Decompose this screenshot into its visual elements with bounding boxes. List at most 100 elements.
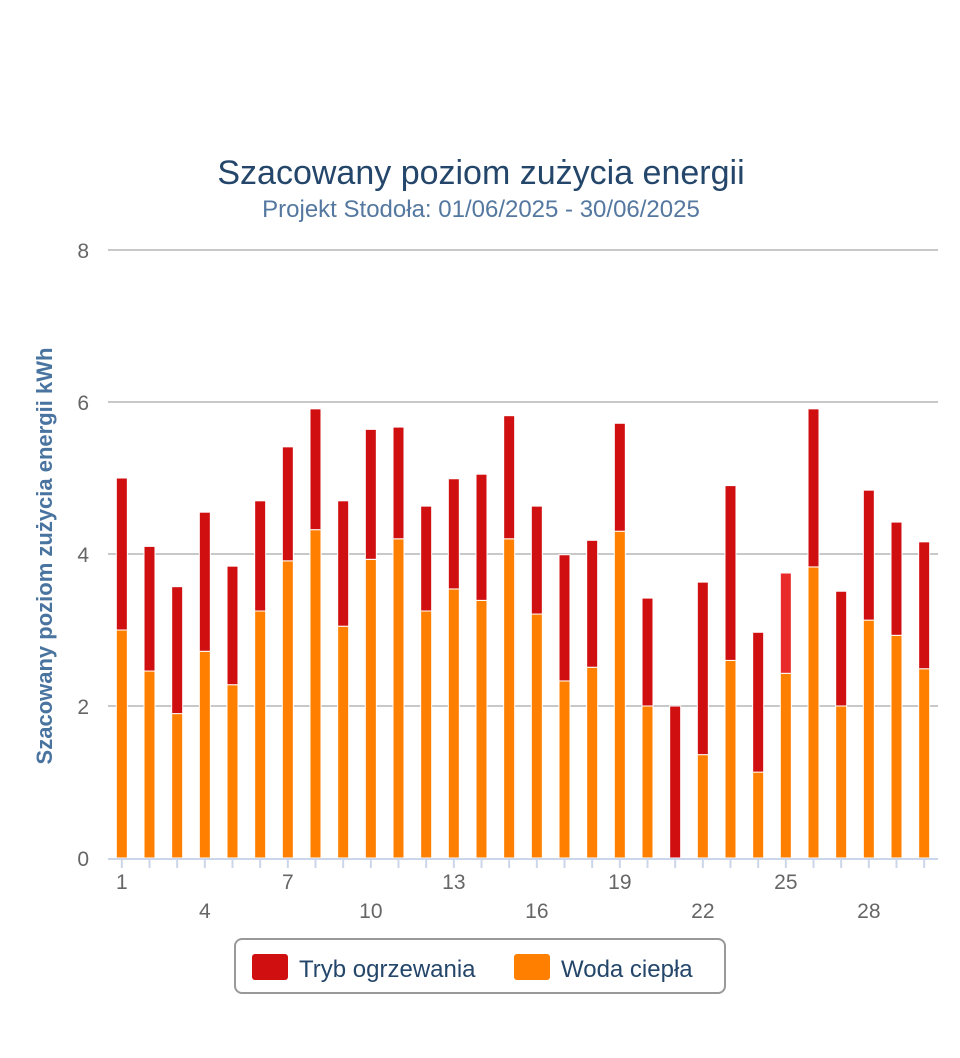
bar-group-day-14[interactable] bbox=[475, 473, 488, 859]
bar-woda-ciepla[interactable] bbox=[115, 629, 128, 859]
bar-woda-ciepla[interactable] bbox=[558, 680, 571, 859]
legend-item-woda-ciepla[interactable]: Woda ciepła bbox=[514, 954, 693, 983]
bar-tryb-ogrzewania[interactable] bbox=[143, 545, 156, 672]
bar-tryb-ogrzewania[interactable] bbox=[364, 428, 377, 560]
bar-group-day-21[interactable] bbox=[669, 705, 682, 859]
bar-woda-ciepla[interactable] bbox=[337, 625, 350, 859]
y-axis-ticks: 0 2 4 6 8 bbox=[77, 240, 89, 871]
bar-woda-ciepla[interactable] bbox=[364, 558, 377, 859]
bar-group-day-23[interactable] bbox=[724, 485, 737, 859]
bar-group-day-15[interactable] bbox=[503, 415, 516, 859]
bar-group-day-16[interactable] bbox=[530, 505, 543, 859]
bar-group-day-9[interactable] bbox=[337, 500, 350, 859]
bar-group-day-4[interactable] bbox=[198, 511, 211, 859]
bar-group-day-18[interactable] bbox=[586, 539, 599, 859]
bar-tryb-ogrzewania[interactable] bbox=[779, 572, 792, 674]
bar-woda-ciepla[interactable] bbox=[586, 666, 599, 859]
bar-tryb-ogrzewania[interactable] bbox=[530, 505, 543, 615]
bar-group-day-11[interactable] bbox=[392, 426, 405, 859]
bar-woda-ciepla[interactable] bbox=[392, 538, 405, 859]
bar-woda-ciepla[interactable] bbox=[475, 599, 488, 859]
bar-woda-ciepla[interactable] bbox=[143, 670, 156, 859]
bar-tryb-ogrzewania[interactable] bbox=[475, 473, 488, 601]
bar-group-day-22[interactable] bbox=[696, 581, 709, 859]
bar-tryb-ogrzewania[interactable] bbox=[447, 478, 460, 590]
bar-group-day-27[interactable] bbox=[835, 590, 848, 859]
bar-woda-ciepla[interactable] bbox=[724, 659, 737, 859]
bar-tryb-ogrzewania[interactable] bbox=[254, 500, 267, 612]
bar-woda-ciepla[interactable] bbox=[752, 771, 765, 859]
bar-group-day-28[interactable] bbox=[862, 489, 875, 859]
legend-label-woda-ciepla: Woda ciepła bbox=[561, 956, 693, 983]
bar-tryb-ogrzewania[interactable] bbox=[115, 477, 128, 631]
bar-tryb-ogrzewania[interactable] bbox=[807, 408, 820, 568]
bar-tryb-ogrzewania[interactable] bbox=[586, 539, 599, 668]
bar-tryb-ogrzewania[interactable] bbox=[281, 446, 294, 562]
bar-tryb-ogrzewania[interactable] bbox=[752, 631, 765, 773]
bar-woda-ciepla[interactable] bbox=[530, 613, 543, 859]
bar-woda-ciepla[interactable] bbox=[420, 610, 433, 859]
bar-woda-ciepla[interactable] bbox=[281, 560, 294, 859]
bar-group-day-30[interactable] bbox=[918, 541, 931, 859]
bar-woda-ciepla[interactable] bbox=[171, 713, 184, 859]
bar-group-day-7[interactable] bbox=[281, 446, 294, 859]
bar-group-day-29[interactable] bbox=[890, 521, 903, 859]
bar-woda-ciepla[interactable] bbox=[613, 530, 626, 859]
bar-tryb-ogrzewania[interactable] bbox=[696, 581, 709, 756]
bar-group-day-24[interactable] bbox=[752, 631, 765, 859]
bar-woda-ciepla[interactable] bbox=[309, 529, 322, 859]
bar-tryb-ogrzewania[interactable] bbox=[918, 541, 931, 670]
bar-woda-ciepla[interactable] bbox=[807, 566, 820, 859]
bar-tryb-ogrzewania[interactable] bbox=[724, 485, 737, 661]
bar-woda-ciepla[interactable] bbox=[254, 610, 267, 859]
bar-tryb-ogrzewania[interactable] bbox=[309, 408, 322, 531]
bar-woda-ciepla[interactable] bbox=[696, 754, 709, 859]
bar-woda-ciepla[interactable] bbox=[918, 668, 931, 859]
bar-tryb-ogrzewania[interactable] bbox=[558, 554, 571, 682]
bar-tryb-ogrzewania[interactable] bbox=[669, 705, 682, 859]
x-tick-label: 19 bbox=[608, 871, 631, 894]
bar-woda-ciepla[interactable] bbox=[862, 619, 875, 859]
bar-group-day-1[interactable] bbox=[115, 477, 128, 859]
bar-woda-ciepla[interactable] bbox=[503, 538, 516, 859]
bar-tryb-ogrzewania[interactable] bbox=[171, 586, 184, 715]
bar-tryb-ogrzewania[interactable] bbox=[392, 426, 405, 540]
bar-woda-ciepla[interactable] bbox=[226, 684, 239, 859]
x-tick-label: 1 bbox=[116, 871, 128, 894]
bar-group-day-26[interactable] bbox=[807, 408, 820, 859]
bar-group-day-17[interactable] bbox=[558, 554, 571, 859]
bar-group-day-2[interactable] bbox=[143, 545, 156, 859]
bar-tryb-ogrzewania[interactable] bbox=[613, 422, 626, 532]
bar-woda-ciepla[interactable] bbox=[198, 650, 211, 859]
bar-tryb-ogrzewania[interactable] bbox=[835, 590, 848, 707]
bar-tryb-ogrzewania[interactable] bbox=[862, 489, 875, 621]
bar-woda-ciepla[interactable] bbox=[641, 705, 654, 859]
bar-group-day-6[interactable] bbox=[254, 500, 267, 859]
bar-group-day-25[interactable] bbox=[779, 572, 792, 859]
bar-group-day-12[interactable] bbox=[420, 505, 433, 859]
legend-swatch-woda-ciepla bbox=[514, 954, 550, 980]
legend-swatch-tryb-ogrzewania bbox=[252, 954, 288, 980]
bar-tryb-ogrzewania[interactable] bbox=[641, 597, 654, 707]
bar-tryb-ogrzewania[interactable] bbox=[226, 565, 239, 686]
bar-woda-ciepla[interactable] bbox=[779, 672, 792, 859]
bar-woda-ciepla[interactable] bbox=[835, 705, 848, 859]
bar-tryb-ogrzewania[interactable] bbox=[890, 521, 903, 636]
bar-tryb-ogrzewania[interactable] bbox=[198, 511, 211, 652]
y-tick-label: 6 bbox=[77, 392, 89, 415]
bar-group-day-10[interactable] bbox=[364, 428, 377, 859]
bar-group-day-8[interactable] bbox=[309, 408, 322, 859]
bar-tryb-ogrzewania[interactable] bbox=[337, 500, 350, 627]
bar-group-day-5[interactable] bbox=[226, 565, 239, 859]
bar-woda-ciepla[interactable] bbox=[447, 588, 460, 859]
bar-tryb-ogrzewania[interactable] bbox=[420, 505, 433, 612]
bar-woda-ciepla[interactable] bbox=[890, 634, 903, 859]
bar-group-day-3[interactable] bbox=[171, 586, 184, 859]
bar-group-day-13[interactable] bbox=[447, 478, 460, 859]
bar-tryb-ogrzewania[interactable] bbox=[503, 415, 516, 540]
legend-item-tryb-ogrzewania[interactable]: Tryb ogrzewania bbox=[252, 954, 476, 983]
gridlines bbox=[108, 249, 938, 707]
x-tick-label: 28 bbox=[857, 900, 880, 923]
bar-group-day-19[interactable] bbox=[613, 422, 626, 859]
bar-group-day-20[interactable] bbox=[641, 597, 654, 859]
